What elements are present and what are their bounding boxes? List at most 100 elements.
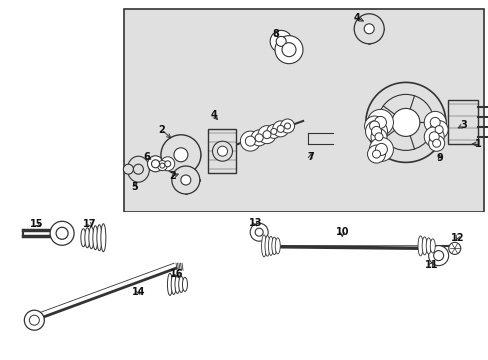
Circle shape xyxy=(432,139,440,147)
Circle shape xyxy=(171,166,200,194)
Text: 4: 4 xyxy=(353,13,360,23)
Circle shape xyxy=(255,134,263,142)
Circle shape xyxy=(369,121,379,131)
Circle shape xyxy=(212,141,232,161)
Circle shape xyxy=(374,116,386,129)
Text: 9: 9 xyxy=(436,153,443,163)
Circle shape xyxy=(157,161,167,171)
Circle shape xyxy=(24,310,44,330)
Circle shape xyxy=(448,242,460,255)
Text: 12: 12 xyxy=(449,233,463,243)
Ellipse shape xyxy=(264,236,269,256)
Circle shape xyxy=(428,132,438,142)
Ellipse shape xyxy=(421,237,426,255)
Text: 4: 4 xyxy=(210,110,217,120)
Text: 14: 14 xyxy=(131,287,145,297)
Circle shape xyxy=(375,143,386,156)
Circle shape xyxy=(284,123,290,129)
Circle shape xyxy=(280,119,294,133)
Circle shape xyxy=(151,160,159,168)
Circle shape xyxy=(272,121,288,137)
Text: 7: 7 xyxy=(306,152,313,162)
Circle shape xyxy=(368,138,393,161)
Ellipse shape xyxy=(171,274,176,294)
Circle shape xyxy=(270,30,291,53)
Text: 5: 5 xyxy=(131,182,138,192)
Ellipse shape xyxy=(268,237,273,255)
Ellipse shape xyxy=(261,235,266,257)
Circle shape xyxy=(123,164,133,174)
Circle shape xyxy=(56,227,68,239)
Circle shape xyxy=(429,117,439,127)
Circle shape xyxy=(365,82,445,162)
Ellipse shape xyxy=(81,229,86,247)
Text: 8: 8 xyxy=(272,29,279,39)
Text: 10: 10 xyxy=(335,227,348,237)
Bar xyxy=(447,100,477,144)
Circle shape xyxy=(160,163,164,168)
Ellipse shape xyxy=(426,238,430,254)
Circle shape xyxy=(50,221,74,245)
Text: 2: 2 xyxy=(168,171,175,181)
Circle shape xyxy=(161,157,174,171)
Circle shape xyxy=(367,145,385,163)
Bar xyxy=(124,9,483,212)
Circle shape xyxy=(270,129,276,134)
Circle shape xyxy=(258,126,275,144)
Circle shape xyxy=(245,136,255,146)
Ellipse shape xyxy=(275,238,280,254)
Circle shape xyxy=(433,251,443,261)
Text: 16: 16 xyxy=(170,269,183,279)
Circle shape xyxy=(161,135,201,175)
Circle shape xyxy=(255,228,263,236)
Circle shape xyxy=(282,43,295,57)
Text: 13: 13 xyxy=(248,218,262,228)
Ellipse shape xyxy=(93,226,98,250)
Circle shape xyxy=(276,36,285,46)
Ellipse shape xyxy=(175,275,180,293)
Circle shape xyxy=(147,156,163,172)
Bar xyxy=(208,129,236,173)
Ellipse shape xyxy=(429,239,434,253)
Ellipse shape xyxy=(101,224,105,252)
Circle shape xyxy=(428,246,447,266)
Ellipse shape xyxy=(167,273,172,296)
Ellipse shape xyxy=(89,227,94,249)
Ellipse shape xyxy=(417,236,422,256)
Circle shape xyxy=(274,36,303,64)
Circle shape xyxy=(217,146,227,156)
Circle shape xyxy=(424,127,443,147)
Circle shape xyxy=(371,126,381,136)
Ellipse shape xyxy=(271,237,276,255)
Text: 1: 1 xyxy=(474,139,481,149)
Circle shape xyxy=(353,14,384,44)
Ellipse shape xyxy=(182,278,187,291)
Ellipse shape xyxy=(97,225,102,251)
Circle shape xyxy=(429,121,447,139)
Ellipse shape xyxy=(178,276,183,292)
Ellipse shape xyxy=(85,228,90,248)
Circle shape xyxy=(370,129,386,145)
Circle shape xyxy=(240,131,260,151)
Text: 2: 2 xyxy=(158,125,164,135)
Circle shape xyxy=(181,175,190,185)
Circle shape xyxy=(164,161,170,167)
Bar xyxy=(0,212,488,359)
Circle shape xyxy=(29,315,39,325)
Text: 3: 3 xyxy=(459,120,466,130)
Circle shape xyxy=(391,108,419,136)
Circle shape xyxy=(372,150,380,158)
Text: 6: 6 xyxy=(143,152,150,162)
Circle shape xyxy=(377,94,433,150)
Circle shape xyxy=(277,125,284,132)
Text: 11: 11 xyxy=(424,260,437,270)
Circle shape xyxy=(366,109,393,135)
Circle shape xyxy=(263,131,270,139)
Text: 17: 17 xyxy=(82,219,96,229)
Circle shape xyxy=(364,116,384,136)
Circle shape xyxy=(434,126,442,134)
Circle shape xyxy=(266,125,280,138)
Text: 15: 15 xyxy=(30,219,43,229)
Circle shape xyxy=(365,120,386,143)
Circle shape xyxy=(174,148,187,162)
